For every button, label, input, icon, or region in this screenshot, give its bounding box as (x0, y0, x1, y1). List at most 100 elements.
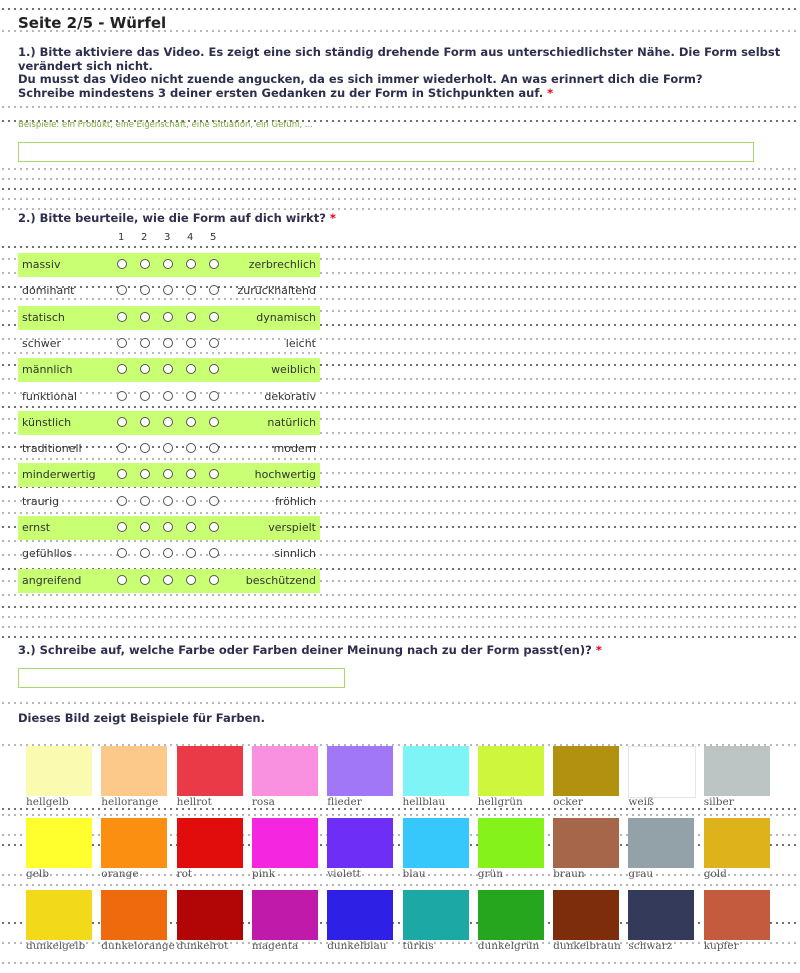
rating-radio-5[interactable] (209, 259, 219, 269)
rating-radio-3[interactable] (163, 390, 173, 401)
dot-line (0, 308, 800, 314)
rating-radio-3[interactable] (163, 522, 173, 532)
scale-number-3: 3 (164, 232, 171, 243)
rating-radio-4[interactable] (186, 285, 196, 296)
rating-radio-3[interactable] (163, 285, 173, 296)
rating-row: funktional dekorativ (18, 385, 320, 409)
rating-radio-5[interactable] (209, 390, 219, 401)
rating-radio-4[interactable] (186, 574, 196, 585)
color-swatch-orange (101, 818, 168, 868)
rating-radio-2[interactable] (140, 390, 150, 401)
rating-radio-2[interactable] (140, 285, 150, 296)
rating-radio-1[interactable] (117, 574, 127, 585)
rating-radio-5[interactable] (209, 469, 219, 480)
rating-right-label: verspielt (268, 521, 316, 534)
rating-row: massiv zerbrechlich (18, 253, 320, 277)
rating-radio-4[interactable] (186, 416, 196, 427)
rating-radio-1[interactable] (117, 495, 127, 506)
rating-row: traditionell modern (18, 437, 320, 461)
rating-radio-4[interactable] (186, 469, 196, 480)
dot-line (0, 430, 800, 436)
rating-radio-5[interactable] (209, 495, 219, 506)
color-label: magenta (251, 940, 299, 952)
rating-radio-1[interactable] (117, 522, 127, 532)
rating-left-label: funktional (22, 389, 78, 403)
question-1-line-2: verändert sich nicht. (18, 58, 153, 73)
rating-radio-2[interactable] (140, 259, 150, 269)
color-label: dunkelrot (176, 940, 229, 952)
dot-line (0, 882, 800, 888)
rating-radio-3[interactable] (163, 337, 173, 348)
rating-radio-4[interactable] (186, 364, 196, 375)
rating-radio-2[interactable] (140, 548, 150, 559)
rating-radio-2[interactable] (140, 337, 150, 348)
rating-right-label: modern (273, 442, 317, 456)
question-3-answer-input[interactable] (18, 668, 345, 688)
color-label: ocker (553, 796, 583, 808)
color-label: schwarz (628, 940, 673, 952)
rating-radio-2[interactable] (140, 364, 150, 375)
rating-radio-4[interactable] (186, 522, 196, 532)
rating-radio-2[interactable] (140, 469, 150, 480)
rating-radio-1[interactable] (117, 390, 127, 401)
rating-radio-1[interactable] (117, 548, 127, 559)
rating-radio-3[interactable] (163, 364, 173, 375)
dot-line (0, 920, 800, 926)
rating-radio-4[interactable] (186, 259, 196, 269)
rating-radio-1[interactable] (117, 416, 127, 427)
rating-radio-1[interactable] (117, 285, 127, 296)
color-swatch-dunkelorange (101, 890, 168, 940)
rating-radio-4[interactable] (186, 443, 196, 454)
rating-radio-1[interactable] (117, 337, 127, 348)
question-2-title: 2.) Bitte beurteile, wie die Form auf di… (18, 211, 336, 225)
rating-radio-3[interactable] (163, 259, 173, 269)
rating-radio-1[interactable] (117, 364, 127, 375)
rating-radio-5[interactable] (209, 364, 219, 375)
dot-line (0, 812, 800, 818)
rating-radio-2[interactable] (140, 574, 150, 585)
rating-radio-5[interactable] (209, 285, 219, 296)
rating-radio-4[interactable] (186, 390, 196, 401)
rating-radio-1[interactable] (117, 259, 127, 269)
dot-line (0, 592, 800, 598)
color-label: blau (402, 868, 426, 880)
rating-radio-4[interactable] (186, 337, 196, 348)
rating-radio-3[interactable] (163, 443, 173, 454)
color-swatch-pink (251, 818, 318, 868)
rating-radio-5[interactable] (209, 574, 219, 585)
rating-left-label: gefühllos (22, 547, 73, 561)
rating-row: gefühllos sinnlich (18, 542, 320, 566)
rating-radio-1[interactable] (117, 469, 127, 480)
color-label: hellgelb (26, 796, 69, 808)
rating-left-label: männlich (22, 363, 73, 377)
rating-radio-2[interactable] (140, 416, 150, 427)
rating-radio-2[interactable] (140, 495, 150, 506)
rating-radio-3[interactable] (163, 469, 173, 480)
rating-radio-5[interactable] (209, 548, 219, 559)
rating-radio-4[interactable] (186, 548, 196, 559)
rating-left-label: angreifend (22, 573, 82, 587)
color-swatch-ocker (553, 746, 620, 796)
rating-radio-3[interactable] (163, 416, 173, 427)
rating-radio-3[interactable] (163, 548, 173, 559)
rating-radio-1[interactable] (117, 443, 127, 454)
color-swatch-braun (553, 818, 620, 868)
question-1-answer-input[interactable] (18, 142, 754, 162)
color-swatch-silber (703, 746, 770, 796)
rating-right-label: leicht (285, 336, 316, 350)
rating-radio-5[interactable] (209, 522, 219, 532)
rating-radio-3[interactable] (163, 311, 173, 322)
rating-radio-3[interactable] (163, 495, 173, 506)
rating-radio-3[interactable] (163, 574, 173, 585)
dot-line (0, 206, 800, 212)
rating-radio-2[interactable] (140, 443, 150, 454)
rating-radio-4[interactable] (186, 495, 196, 506)
rating-radio-2[interactable] (140, 522, 150, 532)
rating-radio-2[interactable] (140, 311, 150, 322)
rating-radio-4[interactable] (186, 311, 196, 322)
rating-radio-5[interactable] (209, 443, 219, 454)
rating-radio-5[interactable] (209, 337, 219, 348)
rating-radio-1[interactable] (117, 311, 127, 322)
rating-radio-5[interactable] (209, 311, 219, 322)
rating-radio-5[interactable] (209, 416, 219, 427)
